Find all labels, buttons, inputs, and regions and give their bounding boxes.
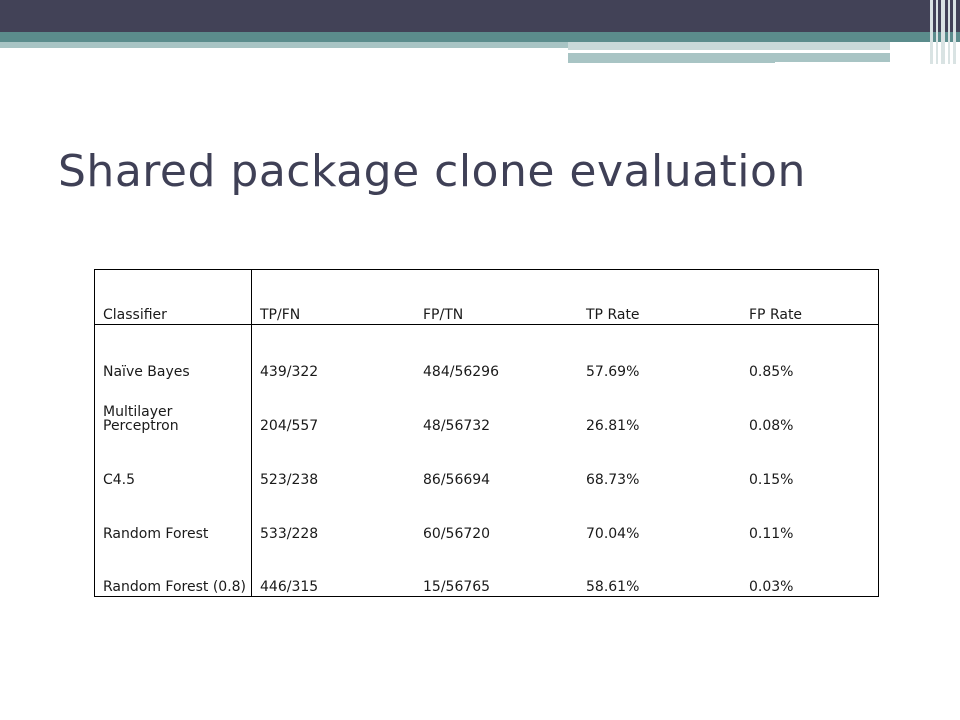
- cell-tp-rate: 70.04%: [586, 525, 640, 542]
- header-tp-fn: TP/FN: [251, 269, 415, 325]
- header-fp-tn: FP/TN: [415, 269, 578, 325]
- cell-classifier: Naïve Bayes: [94, 324, 252, 381]
- cell-classifier: Random Forest: [94, 488, 252, 543]
- cell-fp-tn: 15/56765: [423, 579, 491, 595]
- banner-accent-bar: [568, 42, 890, 50]
- cell-tp-rate: 58.61%: [586, 579, 640, 595]
- cell-classifier: C4.5: [94, 434, 252, 489]
- cell-fp-rate: 0.08%: [749, 417, 794, 434]
- cell-classifier: Multilayer Perceptron: [94, 380, 252, 435]
- header-fp-rate: FP Rate: [741, 269, 879, 325]
- cell-fp-rate: 0.03%: [749, 579, 794, 595]
- results-table: Classifier TP/FN FP/TN TP Rate FP Rate N…: [94, 269, 879, 597]
- cell-fp-rate: 0.11%: [749, 525, 794, 542]
- table-header-row: Classifier TP/FN FP/TN TP Rate FP Rate: [94, 269, 879, 325]
- cell-tp-fn: 523/238: [260, 471, 319, 488]
- top-banner-teal: [0, 32, 960, 42]
- table-row: Random Forest (0.8) 446/315 15/56765 58.…: [94, 542, 879, 597]
- header-classifier: Classifier: [94, 269, 252, 325]
- cell-tp-fn: 439/322: [260, 363, 319, 380]
- cell-classifier: Random Forest (0.8): [94, 542, 252, 597]
- slide-title: Shared package clone evaluation: [58, 146, 806, 197]
- table-row: Naïve Bayes 439/322 484/56296 57.69% 0.8…: [94, 324, 879, 381]
- top-banner-light: [0, 42, 568, 48]
- cell-fp-tn: 48/56732: [423, 417, 491, 434]
- table-row: C4.5 523/238 86/56694 68.73% 0.15%: [94, 434, 879, 489]
- cell-tp-rate: 26.81%: [586, 417, 640, 434]
- banner-accent-line: [775, 62, 890, 64]
- cell-tp-fn: 204/557: [260, 417, 319, 434]
- header-tp-rate: TP Rate: [578, 269, 741, 325]
- cell-tp-rate: 68.73%: [586, 471, 640, 488]
- cell-fp-tn: 484/56296: [423, 363, 499, 380]
- table-row: Random Forest 533/228 60/56720 70.04% 0.…: [94, 488, 879, 543]
- corner-decoration: [928, 0, 960, 64]
- cell-fp-tn: 60/56720: [423, 525, 491, 542]
- banner-accent-gap: [568, 50, 890, 53]
- cell-fp-rate: 0.15%: [749, 471, 794, 488]
- cell-tp-fn: 533/228: [260, 525, 319, 542]
- cell-tp-rate: 57.69%: [586, 363, 640, 380]
- banner-accent-bar-lower: [568, 53, 890, 63]
- cell-tp-fn: 446/315: [260, 579, 319, 595]
- cell-fp-tn: 86/56694: [423, 471, 491, 488]
- table-row: Multilayer Perceptron 204/557 48/56732 2…: [94, 380, 879, 435]
- cell-fp-rate: 0.85%: [749, 363, 794, 380]
- top-banner-dark: [0, 0, 960, 32]
